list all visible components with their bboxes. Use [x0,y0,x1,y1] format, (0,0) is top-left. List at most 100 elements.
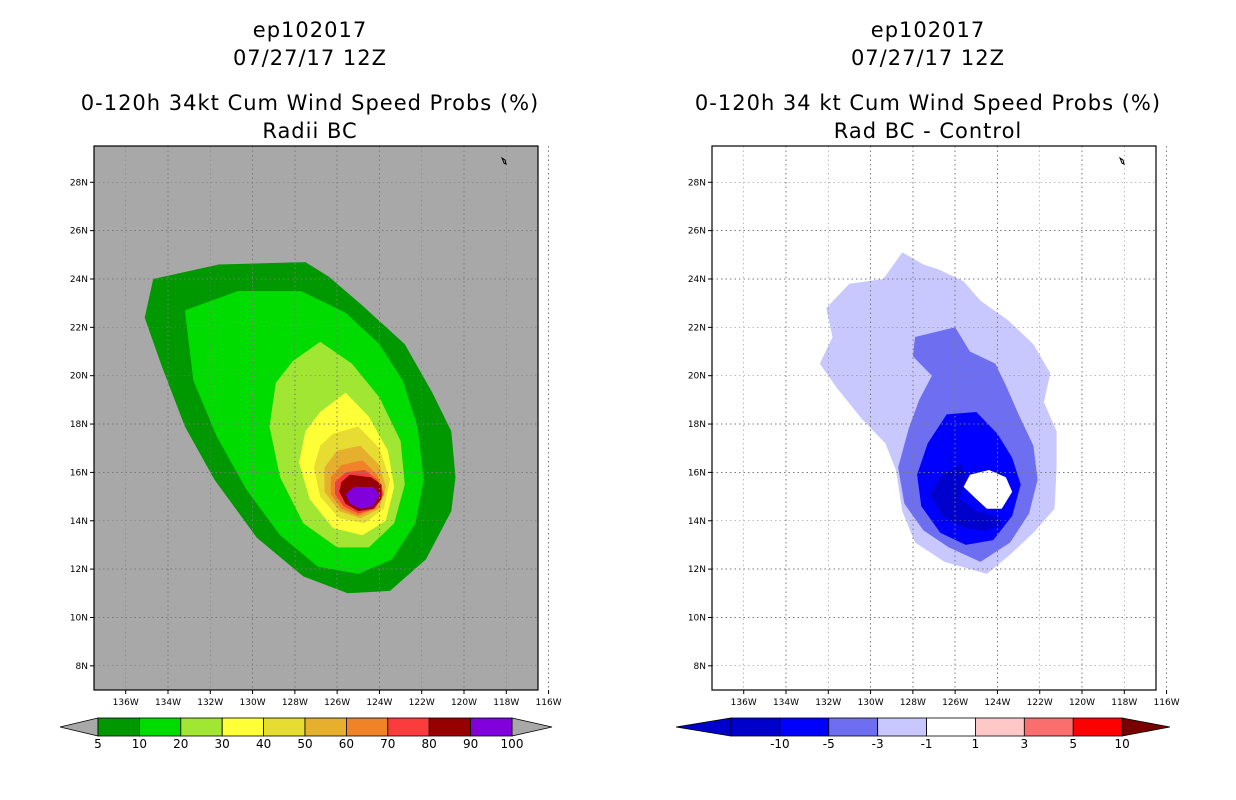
right-colorbar-swatch [1023,717,1074,737]
right-colorbar-label: 5 [1069,737,1077,751]
left-map-frame [93,145,539,691]
right-lat-tick-label: 10N [688,613,706,623]
right-colorbar-swatch [975,717,1025,737]
right-title-date: 07/27/17 12Z [850,46,1006,70]
left-colorbar-label: 60 [339,737,354,751]
left-lon-tick-label: 122W [409,698,435,708]
left-lon-tick-label: 124W [366,698,392,708]
right-lat-tick-label: 14N [688,517,706,527]
right-colorbar-label: -3 [872,737,884,751]
right-lon-tick-label: 132W [815,698,841,708]
right-colorbar-label: 10 [1114,737,1129,751]
right-map-frame [711,145,1157,691]
right-lat-tick-label: 18N [688,420,706,430]
left-lon-tick-label: 116W [536,698,562,708]
left-title-storm: ep102017 [252,18,368,42]
right-title-subtitle: Rad BC - Control [833,119,1023,143]
right-title-storm: ep102017 [870,18,986,42]
left-lat-tick-label: 12N [70,565,88,575]
left-lon-tick-label: 136W [113,698,139,708]
left-lat-tick-label: 24N [70,275,88,285]
left-lat-tick-label: 18N [70,420,88,430]
right-lat-tick-label: 24N [688,275,706,285]
right-lon-tick-label: 118W [1111,698,1137,708]
left-lon-tick-label: 132W [197,698,223,708]
left-lat-tick-label: 28N [70,178,88,188]
left-colorbar-label: 70 [380,737,395,751]
right-lon-tick-label: 120W [1069,698,1095,708]
left-lat-tick-label: 8N [76,662,88,672]
left-colorbar-label: 30 [215,737,230,751]
left-colorbar-swatch [428,717,472,737]
left-lat-tick-label: 16N [70,468,88,478]
right-lon-tick-label: 126W [942,698,968,708]
right-lon-tick-label: 130W [858,698,884,708]
right-lat-tick-label: 26N [688,227,706,237]
right-colorbar-label: -5 [823,737,835,751]
left-lat-tick-label: 22N [70,323,88,333]
left-lon-tick-label: 130W [240,698,266,708]
left-colorbar-swatch [97,717,140,737]
left-lat-tick-label: 20N [70,372,88,382]
right-lon-tick-label: 124W [984,698,1010,708]
left-colorbar-under-triangle [59,717,99,737]
right-colorbar-label: -10 [770,737,790,751]
left-colorbar-swatch [263,717,306,737]
left-lon-tick-label: 134W [155,698,181,708]
left-probability-map: 136W 134W 132W 130W 128W 126W 124W 122W 120W 118W… [59,145,562,751]
left-colorbar-swatch [180,717,223,737]
left-colorbar-swatch [345,717,389,737]
right-lon-tick-label: 136W [731,698,757,708]
right-colorbar-over-triangle [1121,717,1171,737]
right-colorbar-label: 3 [1021,737,1029,751]
left-colorbar-label: 20 [173,737,188,751]
left-title-product: 0-120h 34kt Cum Wind Speed Probs (%) [80,91,540,115]
right-colorbar-swatch [828,717,879,737]
left-colorbar-label: 80 [422,737,437,751]
left-colorbar-over-triangle [511,717,553,737]
right-lat-tick-label: 22N [688,323,706,333]
left-lat-tick-label: 14N [70,517,88,527]
left-colorbar-swatch [387,717,430,737]
left-contour-region [345,486,380,509]
right-island-outline [1118,156,1125,166]
right-colorbar-swatch [730,717,781,737]
left-colorbar-swatch [138,717,182,737]
left-lat-tick-label: 26N [70,227,88,237]
left-lon-tick-label: 120W [451,698,477,708]
right-colorbar-under-triangle [675,717,732,737]
left-colorbar-label: 50 [297,737,312,751]
right-difference-map: 136W 134W 132W 130W 128W 126W 124W 122W 120W 118W… [675,145,1180,751]
right-lon-tick-label: 122W [1027,698,1053,708]
right-lat-tick-label: 8N [694,662,706,672]
left-colorbar-swatch [304,717,347,737]
left-lat-tick-label: 10N [70,613,88,623]
right-colorbar-swatch [779,717,830,737]
right-colorbar-label: 1 [972,737,980,751]
left-colorbar-label: 90 [463,737,478,751]
right-colorbar-swatch [1072,717,1123,737]
left-lon-tick-label: 118W [493,698,519,708]
right-lat-tick-label: 20N [688,372,706,382]
left-island-outline [500,156,507,166]
right-lon-tick-label: 116W [1154,698,1180,708]
left-title-subtitle: Radii BC [262,119,358,143]
right-colorbar-swatch [926,717,976,737]
right-lat-tick-label: 12N [688,565,706,575]
left-lon-tick-label: 128W [282,698,308,708]
right-contour-region [963,470,1013,509]
left-title-date: 07/27/17 12Z [232,46,388,70]
right-lat-tick-label: 28N [688,178,706,188]
right-colorbar-label: -1 [921,737,933,751]
right-lon-tick-label: 134W [773,698,799,708]
right-contour-region [929,462,1002,531]
left-colorbar-swatch [221,717,264,737]
left-colorbar-label: 40 [256,737,271,751]
right-lon-tick-label: 128W [900,698,926,708]
left-colorbar-label: 5 [94,737,102,751]
right-title-product: 0-120h 34 kt Cum Wind Speed Probs (%) [694,91,1162,115]
left-colorbar-label: 10 [132,737,147,751]
right-lat-tick-label: 16N [688,468,706,478]
left-colorbar-label: 100 [501,737,524,751]
right-colorbar-swatch [877,717,927,737]
